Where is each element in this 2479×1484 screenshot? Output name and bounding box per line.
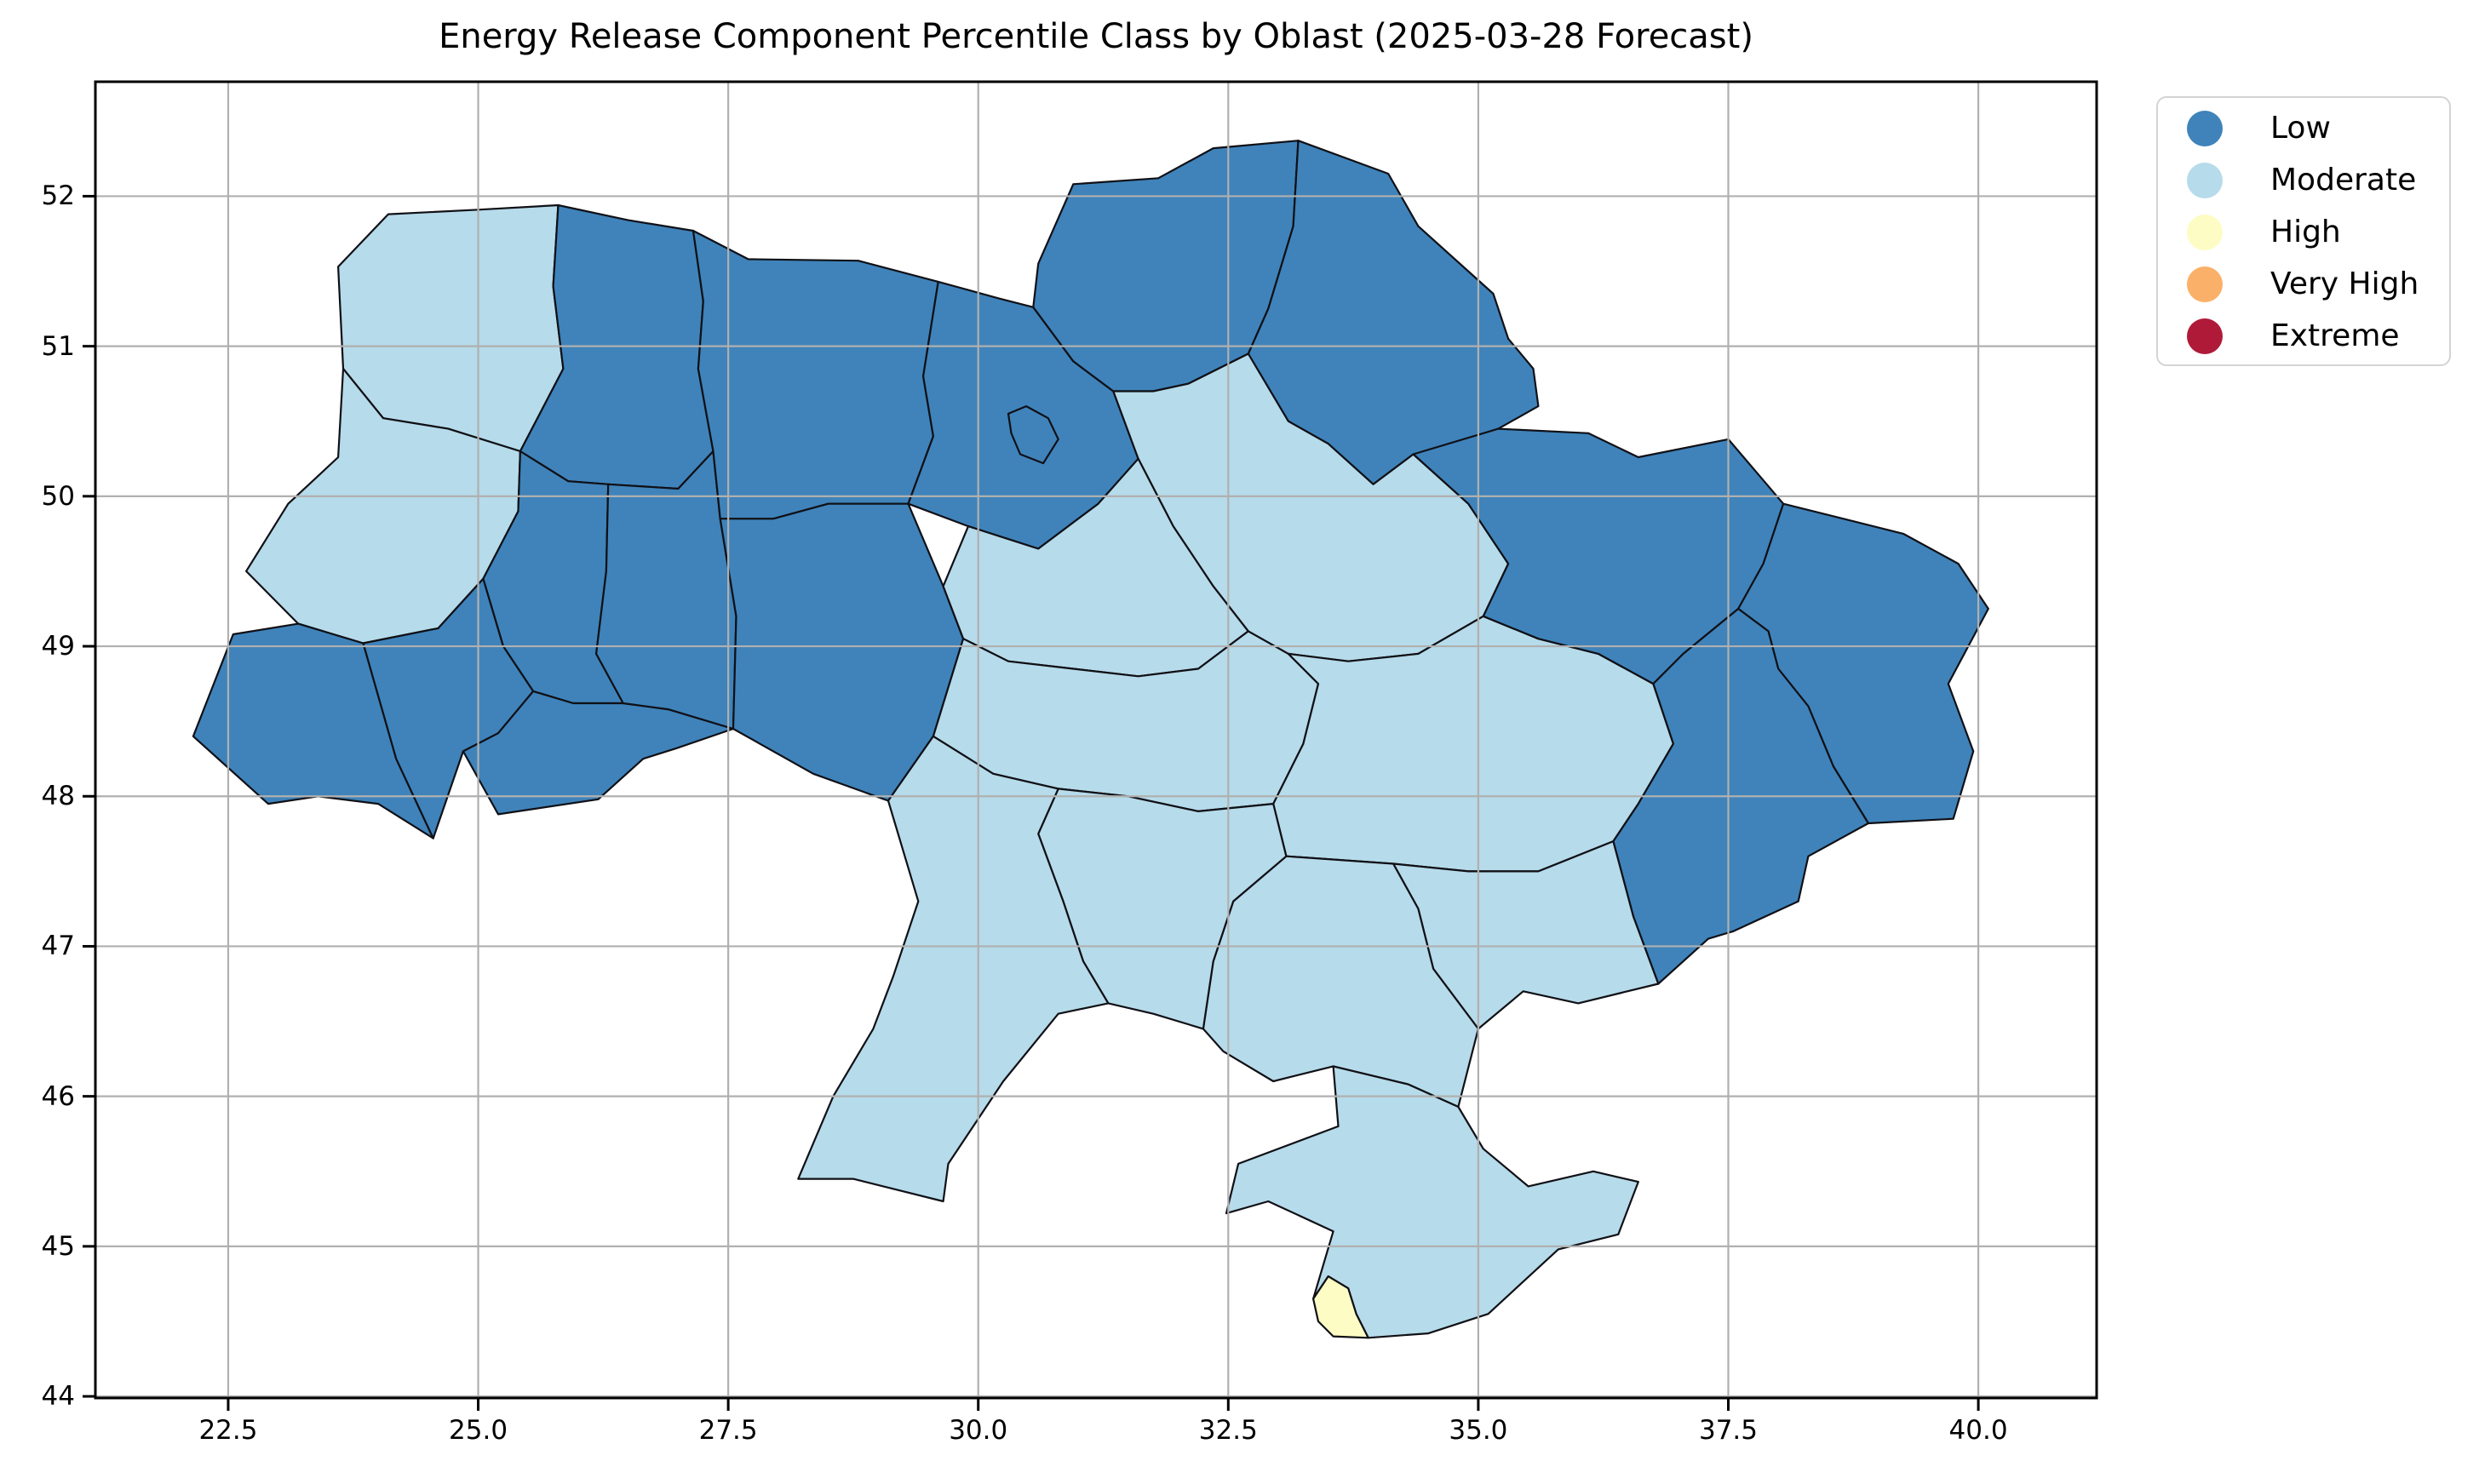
region-khmelnytskyi	[595, 450, 737, 731]
region-odesa	[797, 735, 1110, 1203]
y-tick-label-48: 48	[41, 781, 75, 812]
region-crimea	[1225, 1065, 1639, 1339]
region-sevastopol	[1312, 1275, 1369, 1339]
legend-swatch-high-icon	[2187, 214, 2223, 250]
plot-title: Energy Release Component Percentile Clas…	[439, 17, 1753, 56]
legend-label: Moderate	[2270, 163, 2417, 198]
legend-item-high: High	[2158, 206, 2449, 258]
x-tick-label-35.0: 35.0	[1449, 1415, 1508, 1446]
legend: Low Moderate High Very High Extreme	[2156, 96, 2451, 366]
axes-spines	[94, 80, 2098, 1400]
legend-label: Extreme	[2270, 318, 2400, 353]
x-tick-label-30.0: 30.0	[949, 1415, 1008, 1446]
y-tick-label-46: 46	[41, 1080, 75, 1112]
y-tick-label-45: 45	[41, 1230, 75, 1262]
y-tick-label-49: 49	[41, 631, 75, 662]
region-kyiv-city	[1007, 405, 1059, 465]
legend-swatch-extreme-icon	[2187, 318, 2223, 354]
y-tick-label-52: 52	[41, 180, 75, 212]
legend-label: High	[2270, 215, 2341, 249]
y-tick-label-50: 50	[41, 480, 75, 512]
legend-label: Very High	[2270, 266, 2419, 301]
x-tick-label-22.5: 22.5	[198, 1415, 258, 1446]
y-tick-label-51: 51	[41, 330, 75, 362]
region-zakarpattia	[192, 622, 434, 839]
legend-label: Low	[2270, 111, 2331, 146]
x-tick-label-27.5: 27.5	[698, 1415, 758, 1446]
x-tick-label-37.5: 37.5	[1698, 1415, 1758, 1446]
x-tick-label-25.0: 25.0	[449, 1415, 508, 1446]
legend-item-moderate: Moderate	[2158, 154, 2449, 206]
legend-item-very-high: Very High	[2158, 258, 2449, 310]
legend-item-extreme: Extreme	[2158, 310, 2449, 362]
y-tick-label-47: 47	[41, 931, 75, 962]
legend-swatch-very-high-icon	[2187, 266, 2223, 302]
region-chernivtsi	[462, 690, 735, 816]
x-tick-label-32.5: 32.5	[1198, 1415, 1258, 1446]
x-tick-label-40.0: 40.0	[1948, 1415, 2008, 1446]
legend-item-low: Low	[2158, 102, 2449, 154]
legend-swatch-low-icon	[2187, 110, 2223, 146]
legend-swatch-moderate-icon	[2187, 162, 2223, 198]
y-tick-label-44: 44	[41, 1381, 75, 1412]
region-zhytomyr	[691, 229, 939, 520]
